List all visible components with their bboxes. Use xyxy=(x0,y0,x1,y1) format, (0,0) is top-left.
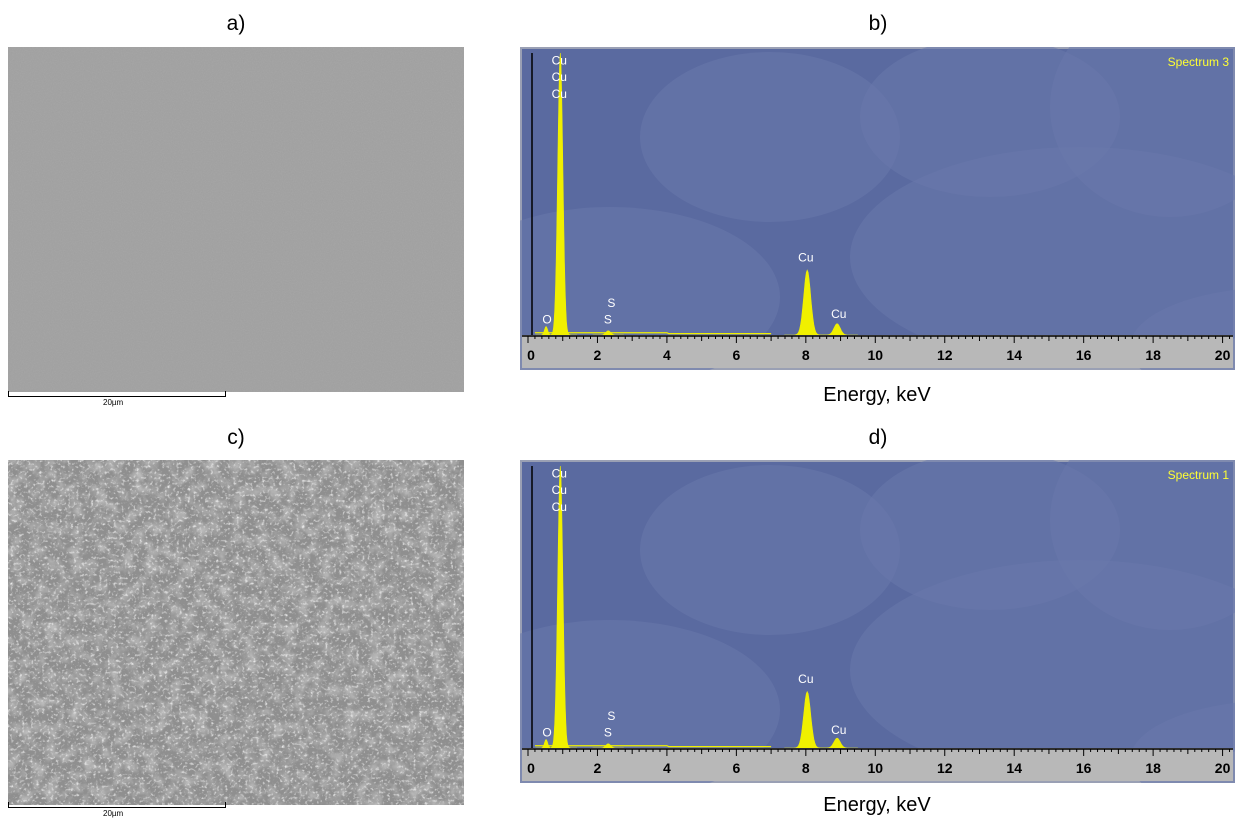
spectrum-baseline xyxy=(534,745,772,748)
background-grain xyxy=(850,560,1235,780)
peak-label-0: Cu xyxy=(552,53,567,67)
sem-image-rough-texture xyxy=(8,460,464,805)
x-axis-label-b: Energy, keV xyxy=(823,384,931,406)
peak-label-5: S xyxy=(604,726,612,740)
peak-label-7: Cu xyxy=(831,307,846,321)
sem-image-rough xyxy=(8,460,464,805)
peak-label-3: O xyxy=(542,313,551,327)
x-tick-label-20: 20 xyxy=(1215,347,1231,363)
x-tick-label-10: 10 xyxy=(868,760,884,776)
x-tick-label-6: 6 xyxy=(732,347,740,363)
x-tick-label-2: 2 xyxy=(594,760,602,776)
peak-label-1: Cu xyxy=(552,70,567,84)
eds-spectrum-1: Cu Cu Cu O SS Cu Cu Spectrum 1 0 2 4 6 8 10 12 14 16 18 20 xyxy=(520,460,1235,783)
x-tick-label-4: 4 xyxy=(663,760,671,776)
peak-label-2: Cu xyxy=(552,87,567,101)
background-grain xyxy=(520,620,780,783)
panel-label-d: d) xyxy=(868,426,888,449)
x-tick-label-12: 12 xyxy=(937,347,953,363)
spectrum-baseline xyxy=(534,332,772,335)
peak-label-1: Cu xyxy=(552,483,567,497)
x-tick-label-8: 8 xyxy=(802,760,810,776)
scale-bar-a: 20µm xyxy=(8,391,226,410)
background-grain xyxy=(640,465,900,635)
x-tick-label-18: 18 xyxy=(1145,347,1161,363)
x-tick-label-0: 0 xyxy=(527,760,535,776)
panel-label-c: c) xyxy=(227,426,245,449)
peak-label-4: S xyxy=(607,296,615,310)
sem-image-smooth xyxy=(8,47,464,392)
x-tick-label-16: 16 xyxy=(1076,347,1092,363)
x-tick-label-18: 18 xyxy=(1145,760,1161,776)
panel-label-b: b) xyxy=(868,12,888,35)
x-tick-label-16: 16 xyxy=(1076,760,1092,776)
x-tick-label-20: 20 xyxy=(1215,760,1231,776)
x-axis-label-d: Energy, keV xyxy=(823,794,931,816)
x-tick-label-10: 10 xyxy=(868,347,884,363)
x-tick-label-0: 0 xyxy=(527,347,535,363)
background-grain xyxy=(640,52,900,222)
x-tick-label-14: 14 xyxy=(1006,760,1022,776)
x-tick-label-4: 4 xyxy=(663,347,671,363)
background-grain xyxy=(520,207,780,370)
x-axis-strip xyxy=(522,335,1233,368)
peak-label-0: Cu xyxy=(552,466,567,480)
eds-spectrum-3: Cu Cu Cu O SS Cu Cu Spectrum 3 0 2 4 6 8 10 12 14 16 18 20 xyxy=(520,47,1235,370)
scale-bar-c: 20µm xyxy=(8,802,226,819)
scale-bar-c-label: 20µm xyxy=(103,809,124,818)
x-tick-label-2: 2 xyxy=(594,347,602,363)
spectrum-name: Spectrum 1 xyxy=(1168,468,1230,482)
panel-label-a: a) xyxy=(226,12,246,35)
peak-label-7: Cu xyxy=(831,723,846,737)
sem-image-smooth-texture xyxy=(8,47,464,392)
x-tick-label-12: 12 xyxy=(937,760,953,776)
x-axis-strip xyxy=(522,748,1233,781)
x-tick-label-8: 8 xyxy=(802,347,810,363)
spectrum-name: Spectrum 3 xyxy=(1168,55,1230,69)
peak-label-3: O xyxy=(542,726,551,740)
x-tick-label-6: 6 xyxy=(732,760,740,776)
peak-label-4: S xyxy=(607,709,615,723)
scale-bar-a-label: 20µm xyxy=(103,398,124,407)
peak-label-6: Cu xyxy=(798,251,813,265)
peak-label-2: Cu xyxy=(552,500,567,514)
x-tick-label-14: 14 xyxy=(1006,347,1022,363)
peak-label-5: S xyxy=(604,313,612,327)
background-grain xyxy=(850,147,1235,367)
peak-label-6: Cu xyxy=(798,672,813,686)
